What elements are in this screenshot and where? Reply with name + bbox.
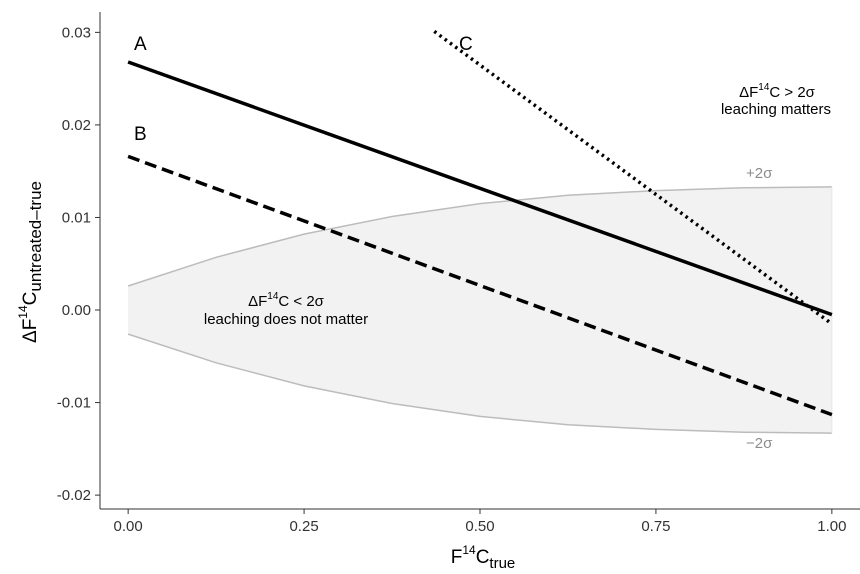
annotation-above-line2: leaching matters xyxy=(721,101,831,118)
y-axis-title: ΔF14Cuntreated–true xyxy=(16,181,45,343)
x-tick-label: 0.25 xyxy=(289,518,318,535)
sigma-lower-label: −2σ xyxy=(746,435,773,452)
x-tick-label: 0.00 xyxy=(114,518,143,535)
series-line-c xyxy=(433,29,833,326)
series-line-a xyxy=(127,60,833,317)
y-tick-label: 0.02 xyxy=(62,117,91,134)
y-tick-label: 0.00 xyxy=(62,302,91,319)
x-tick-label: 0.75 xyxy=(641,518,670,535)
x-ticks: 0.00 0.25 0.50 0.75 1.00 xyxy=(114,509,846,535)
y-ticks: -0.02 -0.01 0.00 0.01 0.02 0.03 xyxy=(57,24,100,504)
y-tick-label: 0.01 xyxy=(62,209,91,226)
series-layer xyxy=(127,29,833,417)
series-label-a: A xyxy=(134,34,147,55)
sigma-band-upper-edge xyxy=(127,186,832,287)
sigma-band-lower-edge xyxy=(127,333,832,434)
x-axis-title: F14Ctrue xyxy=(451,543,516,572)
y-tick-label: -0.01 xyxy=(57,395,91,412)
annotation-below-line1: ΔF14C < 2σ xyxy=(248,291,325,310)
axes: 0.00 0.25 0.50 0.75 1.00 -0.02 -0.01 0.00 0.01 0… xyxy=(57,12,860,535)
y-tick-label: -0.02 xyxy=(57,487,91,504)
x-tick-label: 0.50 xyxy=(465,518,494,535)
y-tick-label: 0.03 xyxy=(62,24,91,41)
x-tick-label: 1.00 xyxy=(817,518,846,535)
sigma-band-fill xyxy=(128,186,832,434)
annotation-above-line1: ΔF14C > 2σ xyxy=(739,82,816,101)
sigma-upper-label: +2σ xyxy=(746,165,773,182)
series-label-c: C xyxy=(459,34,473,55)
series-label-b: B xyxy=(134,124,147,145)
annotation-below-line2: leaching does not matter xyxy=(204,311,368,328)
sigma-band xyxy=(127,186,833,434)
